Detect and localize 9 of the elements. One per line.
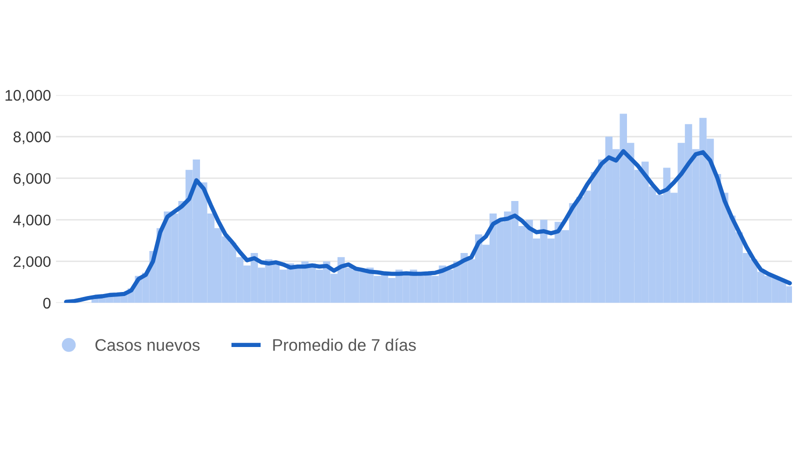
- line-series: [64, 149, 792, 303]
- y-tick-label: 4,000: [13, 214, 51, 228]
- y-tick-label: 2,000: [14, 256, 51, 269]
- legend-label: Casos nuevos: [95, 339, 200, 351]
- y-tick-label: 0: [43, 298, 51, 309]
- y-tick-label: 8,000: [14, 132, 51, 144]
- y-tick-label: 6,000: [14, 173, 51, 186]
- y-tick-label: 10,000: [6, 90, 51, 103]
- legend-label: Promedio de 7 días: [273, 338, 416, 351]
